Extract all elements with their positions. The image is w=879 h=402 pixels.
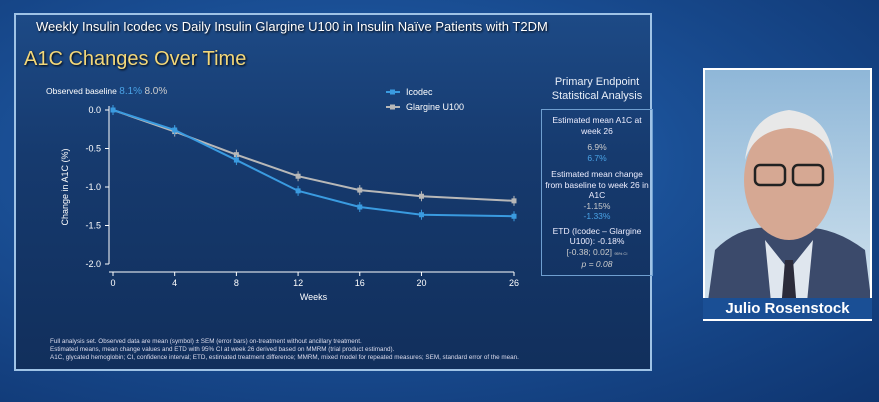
baseline-glargine: 8.0%	[144, 86, 168, 97]
ci-note: 95% CI	[614, 250, 628, 256]
y-tick-label: 0.0	[88, 105, 101, 115]
change-glargine: -1.15%	[583, 200, 611, 211]
speaker-portrait	[705, 110, 870, 319]
data-point	[418, 212, 424, 218]
series-line-icodec	[112, 109, 515, 218]
presentation-slide: Weekly Insulin Icodec vs Daily Insulin G…	[14, 13, 653, 371]
baseline-icodec: 8.1%	[119, 86, 143, 97]
x-axis-label: Weeks	[300, 292, 328, 302]
x-tick-label: 20	[416, 278, 426, 288]
x-tick-label: 12	[293, 278, 303, 288]
panel-heading: Primary Endpoint Statistical Analysis	[551, 76, 643, 102]
y-axis-label: Change in A1C (%)	[60, 148, 70, 225]
data-point	[511, 198, 517, 204]
data-point	[233, 157, 239, 163]
data-point	[295, 173, 301, 179]
stats-box: Estimated mean A1C at week 26 6.9% 6.7% …	[541, 109, 653, 276]
data-point	[172, 127, 178, 133]
line-chart: 0.0 -0.5 -1.0 -1.5 -2.0 0 4 8 12 16 20 26 Weeks Chang…	[60, 87, 519, 302]
x-tick-label: 4	[172, 278, 177, 288]
est-icodec: 6.7%	[587, 152, 607, 163]
y-tick-label: -2.0	[85, 259, 101, 269]
change-label: Estimated mean change from baseline to w…	[545, 169, 649, 200]
legend-label: Icodec	[406, 87, 433, 97]
legend-marker	[390, 89, 395, 95]
series-line-glargine-u100	[112, 109, 515, 202]
data-point	[357, 187, 363, 193]
observed-baseline: Observed baseline 8.1% 8.0%	[46, 86, 167, 97]
x-tick-label: 8	[234, 278, 239, 288]
data-point	[110, 107, 116, 113]
data-point	[295, 188, 301, 194]
x-tick-label: 0	[110, 278, 115, 288]
est-glargine: 6.9%	[587, 142, 607, 152]
slide-supertitle: Weekly Insulin Icodec vs Daily Insulin G…	[36, 19, 548, 34]
footnote: Full analysis set. Observed data are mea…	[50, 338, 362, 345]
data-point	[418, 193, 424, 199]
speaker-video	[703, 68, 872, 321]
data-point	[357, 204, 363, 210]
footnote: Estimated means, mean change values and …	[50, 346, 395, 353]
baseline-label: Observed baseline	[46, 86, 117, 96]
p-value: p = 0.08	[581, 259, 613, 269]
primary-endpoint-panel: Primary Endpoint Statistical Analysis Es…	[541, 75, 653, 276]
est-mean-label: Estimated mean A1C at week 26	[552, 115, 642, 136]
ci-value: [-0.38; 0.02]	[566, 246, 612, 257]
footnotes: Full analysis set. Observed data are mea…	[50, 338, 519, 362]
y-tick-label: -0.5	[85, 144, 101, 154]
data-point	[233, 152, 239, 158]
etd-label: ETD (Icodec – Glargine U100): -0.18%	[552, 225, 642, 247]
x-tick-label: 16	[355, 278, 365, 288]
y-tick-label: -1.0	[85, 182, 101, 192]
legend-label: Glargine U100	[406, 102, 464, 112]
footnote: A1C, glycated hemoglobin; CI, confidence…	[50, 354, 519, 361]
change-icodec: -1.33%	[583, 211, 611, 221]
speaker-name: Julio Rosenstock	[703, 298, 872, 319]
y-tick-label: -1.5	[85, 221, 101, 231]
slide-title: A1C Changes Over Time	[24, 48, 247, 70]
data-point	[511, 213, 517, 219]
x-tick-label: 26	[509, 278, 519, 288]
legend-marker	[390, 104, 395, 110]
